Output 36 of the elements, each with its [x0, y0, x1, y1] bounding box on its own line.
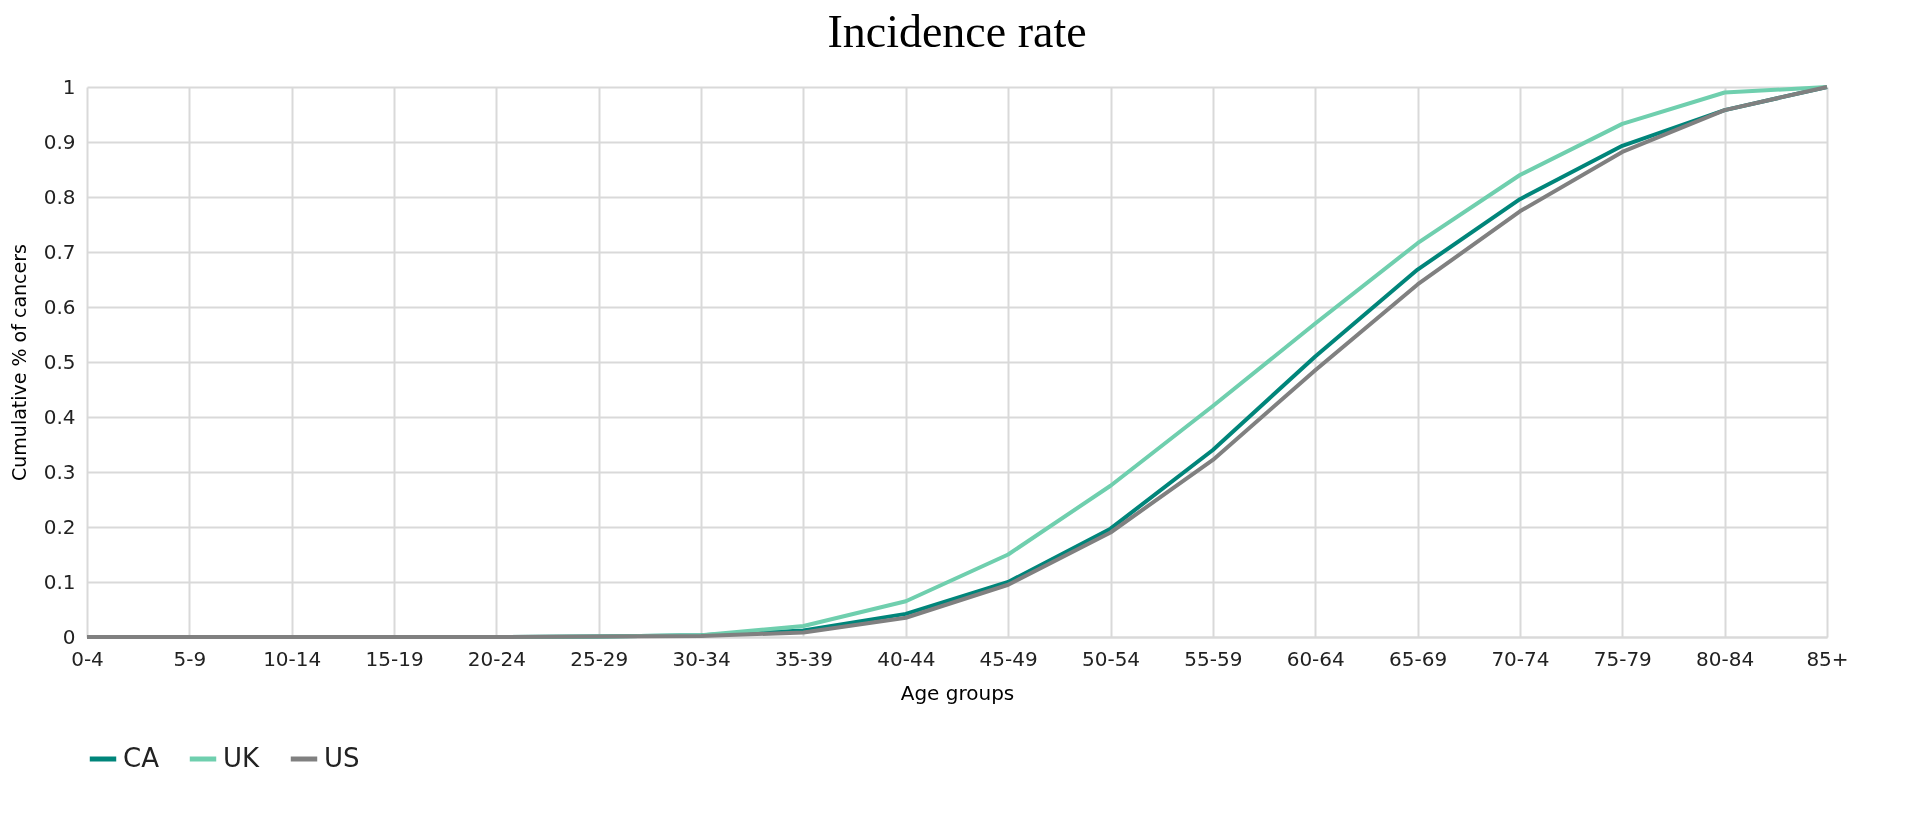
- x-tick-label: 25-29: [570, 646, 629, 671]
- y-axis-title: Cumulative % of cancers: [7, 244, 30, 481]
- legend-label: CA: [123, 743, 160, 773]
- x-tick-label: 15-19: [365, 646, 424, 671]
- x-tick-label: 45-49: [979, 646, 1038, 671]
- x-tick-label: 70-74: [1491, 646, 1550, 671]
- x-tick-label: 20-24: [467, 646, 526, 671]
- y-tick-label: 0: [62, 624, 76, 649]
- x-tick-label: 80-84: [1696, 646, 1755, 671]
- y-tick-label: 0.7: [43, 239, 76, 264]
- x-tick-label: 35-39: [774, 646, 834, 671]
- x-tick-label: 40-44: [877, 646, 936, 671]
- x-tick-label: 50-54: [1081, 646, 1141, 671]
- line-series: [85, 85, 1829, 639]
- x-axis-title: Age groups: [900, 680, 1015, 705]
- y-tick-label: 0.5: [43, 349, 76, 374]
- x-tick-label: 0-4: [71, 646, 104, 671]
- y-tick-label: 0.8: [43, 184, 76, 209]
- x-tick-label: 30-34: [672, 646, 731, 671]
- x-tick-label: 75-79: [1593, 646, 1652, 671]
- x-tick-label: 85+: [1806, 646, 1849, 671]
- y-tick-label: 0.9: [43, 129, 76, 154]
- chart-title: Incidence rate: [827, 6, 1087, 57]
- y-tick-label: 0.3: [43, 459, 76, 484]
- y-tick-label: 0.4: [43, 404, 76, 429]
- y-tick-label: 1: [62, 74, 76, 99]
- y-tick-label: 0.6: [43, 294, 76, 319]
- x-tick-label: 60-64: [1286, 646, 1345, 671]
- x-tick-label: 5-9: [173, 646, 207, 671]
- x-tick-label: 55-59: [1184, 646, 1243, 671]
- y-tick-label: 0.1: [43, 569, 76, 594]
- legend-label: US: [324, 743, 360, 773]
- y-tick-label: 0.2: [43, 514, 76, 539]
- x-tick-label: 10-14: [263, 646, 322, 671]
- legend-label: UK: [223, 743, 261, 773]
- x-tick-label: 65-69: [1389, 646, 1448, 671]
